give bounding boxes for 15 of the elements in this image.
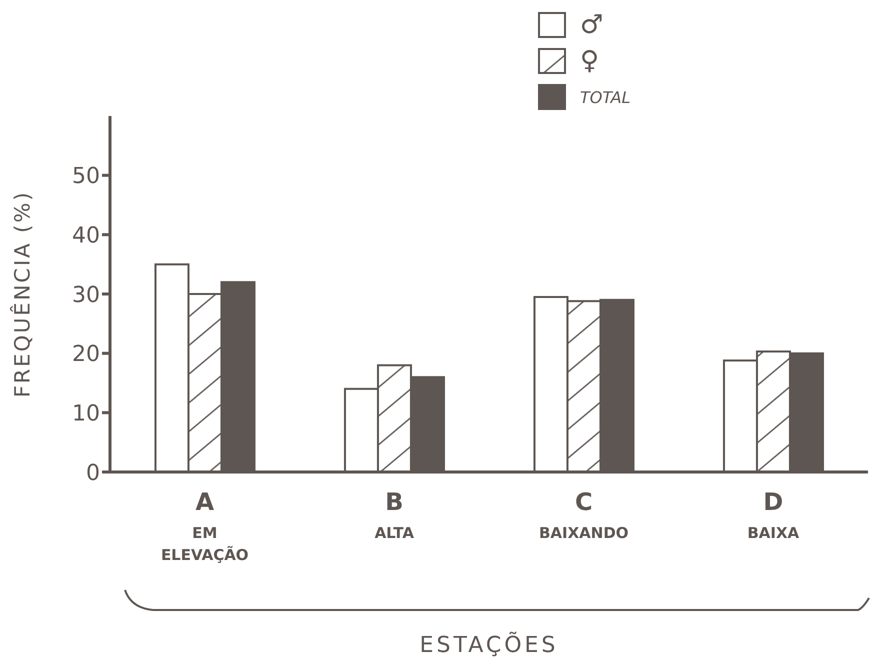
x-tick-label: B ALTA — [374, 488, 414, 542]
legend-label: ♂ — [580, 10, 604, 40]
x-tick-label: D BAIXA — [747, 488, 800, 542]
y-tick-label: 50 — [72, 164, 100, 190]
x-tick-label: A EM ELEVAÇÃO — [160, 488, 249, 564]
y-tick-label: 40 — [72, 223, 100, 248]
y-tick-label: 30 — [72, 282, 100, 308]
x-tick-label: C BAIXANDO — [538, 488, 629, 542]
legend-label: ♀ — [580, 46, 600, 76]
legend-label: TOTAL — [580, 88, 631, 106]
y-tick-label: 20 — [72, 342, 100, 368]
y-tick-label: 0 — [86, 460, 100, 486]
x-axis-title: ESTAÇÕES — [420, 631, 558, 658]
y-tick-label: 10 — [72, 401, 100, 426]
y-axis-title: FREQUÊNCIA (%) — [9, 190, 34, 398]
